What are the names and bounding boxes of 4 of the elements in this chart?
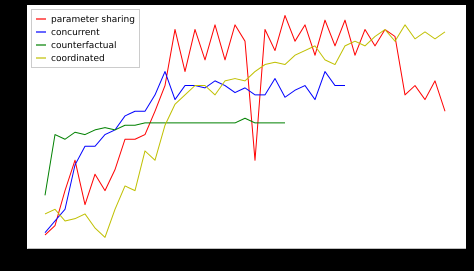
legend-label: counterfactual [51, 41, 117, 51]
legend-label: parameter sharing [51, 15, 135, 25]
legend-label: coordinated [51, 54, 105, 64]
legend-label: concurrent [51, 28, 100, 38]
